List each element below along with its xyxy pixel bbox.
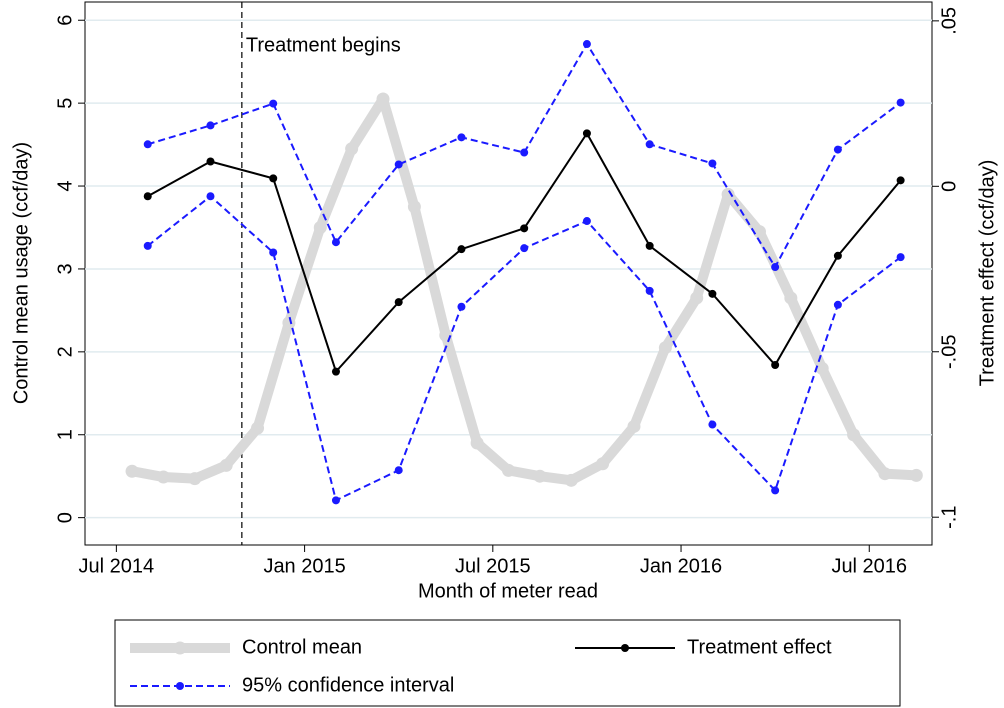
series-point	[269, 99, 278, 108]
series-point	[143, 192, 152, 201]
y-axis-label: Control mean usage (ccf/day)	[10, 142, 32, 404]
series-point	[457, 133, 466, 142]
series-point	[752, 225, 766, 239]
plot-frame	[84, 1, 933, 546]
y-tick-label: 5	[54, 98, 76, 109]
series-point	[457, 302, 466, 311]
y-tick-label: 2	[54, 346, 76, 357]
series-point	[394, 298, 403, 307]
y2-tick-label: 0	[938, 181, 960, 192]
x-tick-label: Jul 2015	[455, 555, 531, 577]
series-point	[771, 486, 780, 495]
series-point	[457, 245, 466, 254]
series-point	[708, 159, 717, 168]
series-point	[833, 251, 842, 260]
y-tick-label: 4	[54, 180, 76, 191]
series-point	[269, 248, 278, 257]
series-point	[582, 217, 591, 226]
series-point	[771, 263, 780, 272]
series-point	[143, 241, 152, 250]
series-point	[533, 469, 547, 483]
series-point	[219, 458, 233, 472]
series-point	[645, 140, 654, 149]
series-line	[131, 93, 917, 486]
legend-marker	[173, 641, 187, 655]
x-tick-label: Jul 2016	[831, 555, 907, 577]
y2-tick-label: -.1	[938, 506, 960, 529]
series-point	[582, 129, 591, 138]
series-point	[708, 420, 717, 429]
series-point	[125, 464, 139, 478]
series-point	[627, 419, 641, 433]
y2-axis-label: Treatment effect (ccf/day)	[976, 160, 998, 387]
series-point	[376, 92, 390, 106]
series-point	[896, 98, 905, 107]
x-tick-label: Jan 2015	[263, 555, 345, 577]
series-point	[407, 200, 421, 214]
x-axis-label: Month of meter read	[418, 580, 598, 602]
series-point	[345, 142, 359, 156]
series-point	[331, 367, 340, 376]
y-tick-label: 3	[54, 263, 76, 274]
series-point	[394, 160, 403, 169]
series-point	[784, 291, 798, 305]
legend	[114, 619, 901, 707]
series-point	[470, 436, 484, 450]
series-point	[721, 187, 735, 201]
series-point	[439, 328, 453, 342]
series-point	[658, 341, 672, 355]
series-point	[564, 473, 578, 487]
series-point	[520, 244, 529, 253]
x-tick-label: Jul 2014	[79, 555, 155, 577]
series-point	[206, 192, 215, 201]
series-point	[251, 421, 265, 435]
series-point	[520, 224, 529, 233]
series-point	[896, 253, 905, 262]
series-point	[206, 157, 215, 166]
series-point	[596, 457, 610, 471]
series-point	[156, 470, 170, 484]
series-point	[331, 238, 340, 247]
series-point	[582, 40, 591, 49]
series-point	[690, 291, 704, 305]
series-point	[708, 289, 717, 298]
series-point	[878, 467, 892, 481]
series-point	[331, 496, 340, 505]
y2-tick-label: -.05	[938, 335, 960, 369]
legend-marker	[621, 644, 629, 652]
legend-label: 95% confidence interval	[242, 674, 454, 696]
series-point	[269, 174, 278, 183]
y-tick-label: 6	[54, 15, 76, 26]
series-line	[147, 132, 902, 373]
series-point	[520, 148, 529, 157]
y-tick-label: 1	[54, 429, 76, 440]
series-point	[188, 472, 202, 486]
y-tick-label: 0	[54, 512, 76, 523]
series-point	[206, 121, 215, 130]
series-point	[394, 466, 403, 475]
legend-label: Treatment effect	[687, 636, 832, 658]
series-point	[282, 316, 296, 330]
series-point	[896, 176, 905, 185]
legend-marker	[176, 682, 184, 690]
series-point	[847, 428, 861, 442]
series-point	[909, 468, 923, 482]
series-point	[645, 241, 654, 250]
annotation-text: Treatment begins	[246, 34, 401, 56]
x-tick-label: Jan 2016	[640, 555, 722, 577]
series-point	[645, 286, 654, 295]
series-point	[833, 145, 842, 154]
y2-tick-label: .05	[938, 7, 960, 35]
series-point	[771, 360, 780, 369]
series-line	[147, 195, 902, 502]
legend-label: Control mean	[242, 636, 362, 658]
series-point	[833, 300, 842, 309]
series-point	[815, 361, 829, 375]
series-point	[143, 140, 152, 149]
series-point	[313, 220, 327, 234]
series-point	[502, 463, 515, 477]
